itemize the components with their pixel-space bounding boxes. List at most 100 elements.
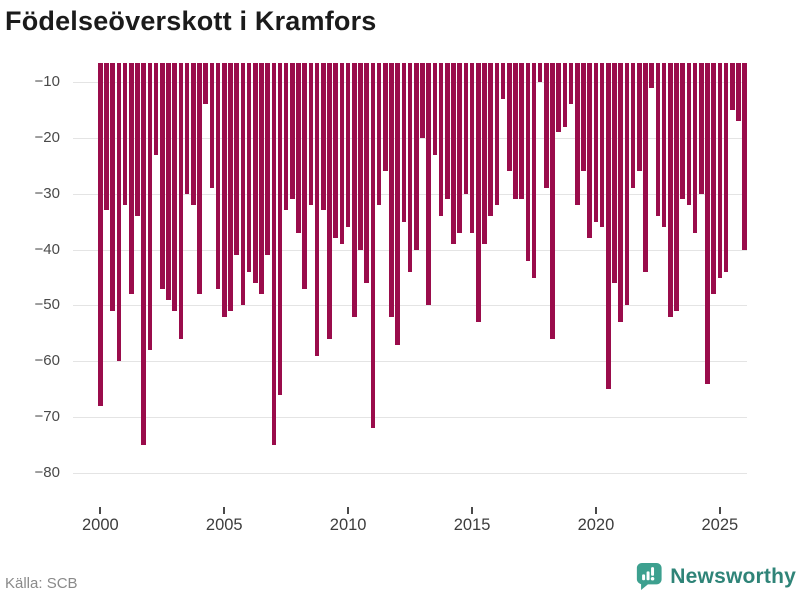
x-axis-tick <box>718 507 721 514</box>
y-axis-tick-label: −60 <box>34 352 60 370</box>
bar <box>692 63 698 233</box>
bar <box>364 63 370 284</box>
chart-title: Födelseöverskott i Kramfors <box>5 6 377 36</box>
x-axis-tick <box>99 507 102 514</box>
bar <box>488 63 493 217</box>
y-axis-tick-label: −40 <box>34 240 60 258</box>
bar <box>345 63 351 228</box>
bar <box>228 63 233 312</box>
y-gridline <box>73 417 747 419</box>
bar <box>451 63 456 244</box>
bar <box>705 63 710 384</box>
bar <box>729 63 735 110</box>
bar <box>494 63 500 205</box>
bar <box>135 63 140 217</box>
bar <box>370 63 376 429</box>
bar <box>643 63 648 272</box>
plot-area <box>73 63 747 500</box>
bar <box>283 63 289 211</box>
bar <box>221 63 227 317</box>
bar <box>674 63 679 312</box>
x-axis-tick <box>471 507 474 514</box>
bar <box>240 63 246 306</box>
bar <box>606 63 611 390</box>
newsworthy-wordmark: Newsworthy <box>670 564 796 588</box>
bar <box>122 63 128 205</box>
bar <box>246 63 252 272</box>
bar <box>166 63 171 300</box>
bar <box>531 63 537 278</box>
y-gridline <box>73 473 747 475</box>
bar <box>395 63 400 345</box>
bar <box>438 63 444 217</box>
bar <box>203 63 208 105</box>
bar <box>184 63 190 194</box>
bar <box>178 63 184 339</box>
bar <box>686 63 692 205</box>
bar <box>717 63 723 278</box>
bar <box>655 63 661 217</box>
bar <box>190 63 196 205</box>
bar <box>197 63 202 295</box>
bar <box>327 63 332 339</box>
bar <box>141 63 146 446</box>
bar <box>550 63 555 339</box>
bar <box>587 63 593 239</box>
bar <box>513 63 518 200</box>
bar <box>153 63 159 155</box>
bar <box>314 63 320 356</box>
y-axis-tick-label: −70 <box>34 408 60 426</box>
y-axis-tick-label: −30 <box>34 184 60 202</box>
bar <box>420 63 425 138</box>
newsworthy-logo[interactable]: Newsworthy <box>635 561 796 592</box>
bar <box>432 63 438 155</box>
bar <box>98 63 103 406</box>
bar <box>407 63 413 272</box>
bar <box>296 63 301 233</box>
source-label: Källa: SCB <box>5 575 78 592</box>
x-axis-tick-label: 2025 <box>701 516 739 534</box>
bar <box>129 63 134 295</box>
bar <box>581 63 586 172</box>
bar <box>358 63 363 250</box>
bar <box>500 63 506 99</box>
bar <box>525 63 531 261</box>
bar <box>265 63 270 256</box>
x-axis-tick-label: 2010 <box>329 516 367 534</box>
bar <box>599 63 605 228</box>
bar <box>209 63 215 189</box>
y-axis-tick-label: −20 <box>34 128 60 146</box>
bar <box>723 63 729 272</box>
y-gridline <box>73 361 747 363</box>
bar <box>389 63 394 317</box>
bar <box>667 63 673 317</box>
bar <box>698 63 704 194</box>
bar <box>234 63 239 256</box>
bar <box>711 63 716 295</box>
bar <box>630 63 636 189</box>
bar <box>321 63 326 211</box>
bar <box>426 63 431 306</box>
bar <box>463 63 469 194</box>
bar <box>469 63 475 233</box>
bar <box>160 63 165 289</box>
bar <box>519 63 524 200</box>
bar <box>637 63 642 172</box>
bar <box>537 63 543 82</box>
y-axis-tick-label: −80 <box>34 464 60 482</box>
bar <box>352 63 357 317</box>
x-axis-tick-label: 2005 <box>205 516 243 534</box>
bar <box>618 63 624 323</box>
bar <box>680 63 685 200</box>
bar <box>612 63 617 284</box>
bar <box>110 63 116 312</box>
bar <box>147 63 153 351</box>
bar <box>593 63 599 222</box>
bar <box>302 63 308 289</box>
bar <box>568 63 574 105</box>
bar <box>383 63 388 172</box>
bar <box>116 63 122 362</box>
bar <box>259 63 264 295</box>
bar <box>308 63 314 205</box>
